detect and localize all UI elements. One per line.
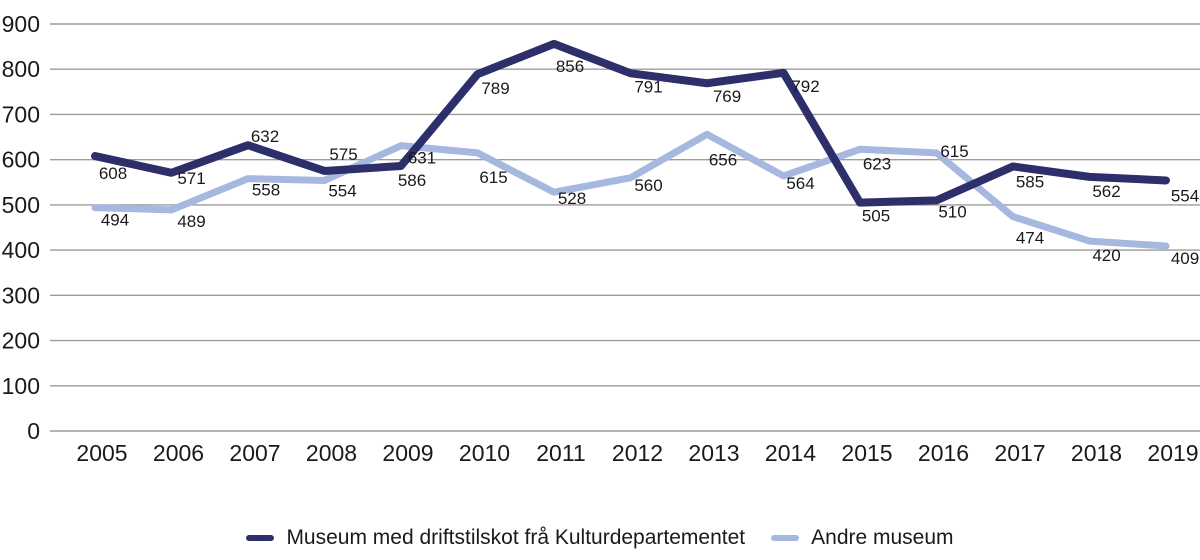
data-label: 564 xyxy=(786,174,814,193)
x-tick-label: 2014 xyxy=(765,440,816,466)
data-label: 792 xyxy=(791,77,819,96)
chart-legend: Museum med driftstilskot frå Kulturdepar… xyxy=(0,526,1200,550)
x-tick-label: 2017 xyxy=(994,440,1045,466)
legend-label-museum-kd: Museum med driftstilskot frå Kulturdepar… xyxy=(286,526,746,549)
x-tick-label: 2006 xyxy=(153,440,204,466)
x-tick-label: 2011 xyxy=(536,440,585,466)
x-tick-label: 2018 xyxy=(1071,440,1122,466)
y-tick-label: 700 xyxy=(2,101,40,127)
y-tick-label: 800 xyxy=(2,56,40,82)
data-label: 554 xyxy=(1171,186,1199,205)
series-line-andre-museum xyxy=(91,130,1170,250)
x-tick-label: 2009 xyxy=(382,440,433,466)
data-label: 409 xyxy=(1171,249,1199,268)
x-tick-label: 2008 xyxy=(306,440,357,466)
y-tick-label: 100 xyxy=(2,373,40,399)
x-tick-label: 2012 xyxy=(612,440,663,466)
data-label: 420 xyxy=(1092,246,1120,265)
data-label: 769 xyxy=(713,87,741,106)
data-label: 510 xyxy=(938,202,966,221)
data-label: 474 xyxy=(1016,229,1044,248)
data-label: 623 xyxy=(863,154,891,173)
data-label: 856 xyxy=(556,57,584,76)
y-tick-label: 0 xyxy=(27,418,40,444)
y-tick-label: 900 xyxy=(2,11,40,37)
data-label: 586 xyxy=(398,171,426,190)
y-tick-label: 200 xyxy=(2,328,40,354)
data-label: 494 xyxy=(101,211,129,230)
x-tick-label: 2013 xyxy=(688,440,739,466)
data-label: 489 xyxy=(177,212,205,231)
legend-swatch-dark-icon xyxy=(246,535,275,541)
data-label: 585 xyxy=(1016,172,1044,191)
legend-item-andre-museum: Andre museum xyxy=(771,526,954,550)
data-label: 571 xyxy=(177,169,205,188)
x-tick-label: 2019 xyxy=(1147,440,1198,466)
data-label: 554 xyxy=(328,181,356,200)
series-line-museum-kd xyxy=(91,39,1170,207)
data-label: 528 xyxy=(558,189,586,208)
chart-plot-area: 0 100 200 300 400 500 600 700 800 900 2005 2006 2007… xyxy=(2,11,1200,466)
legend-label-andre-museum: Andre museum xyxy=(811,526,954,549)
data-label: 560 xyxy=(634,176,662,195)
data-label: 562 xyxy=(1092,182,1120,201)
y-tick-label: 400 xyxy=(2,237,40,263)
data-label: 631 xyxy=(408,149,436,168)
data-label: 615 xyxy=(940,142,968,161)
data-label: 558 xyxy=(252,181,280,200)
data-label: 789 xyxy=(481,79,509,98)
legend-item-museum-kd: Museum med driftstilskot frå Kulturdepar… xyxy=(246,526,745,550)
data-label: 632 xyxy=(251,127,279,146)
x-tick-label: 2005 xyxy=(76,440,127,466)
data-label: 656 xyxy=(709,150,737,169)
data-label: 575 xyxy=(329,145,357,164)
data-label: 608 xyxy=(99,164,127,183)
data-label: 505 xyxy=(862,207,890,226)
x-tick-label: 2016 xyxy=(918,440,969,466)
legend-swatch-light-icon xyxy=(771,535,800,541)
data-label: 615 xyxy=(479,168,507,187)
y-tick-label: 600 xyxy=(2,147,40,173)
data-label: 791 xyxy=(634,77,662,96)
x-tick-label: 2015 xyxy=(841,440,892,466)
y-tick-label: 500 xyxy=(2,192,40,218)
y-tick-label: 300 xyxy=(2,282,40,308)
x-tick-label: 2010 xyxy=(459,440,510,466)
x-tick-label: 2007 xyxy=(229,440,280,466)
